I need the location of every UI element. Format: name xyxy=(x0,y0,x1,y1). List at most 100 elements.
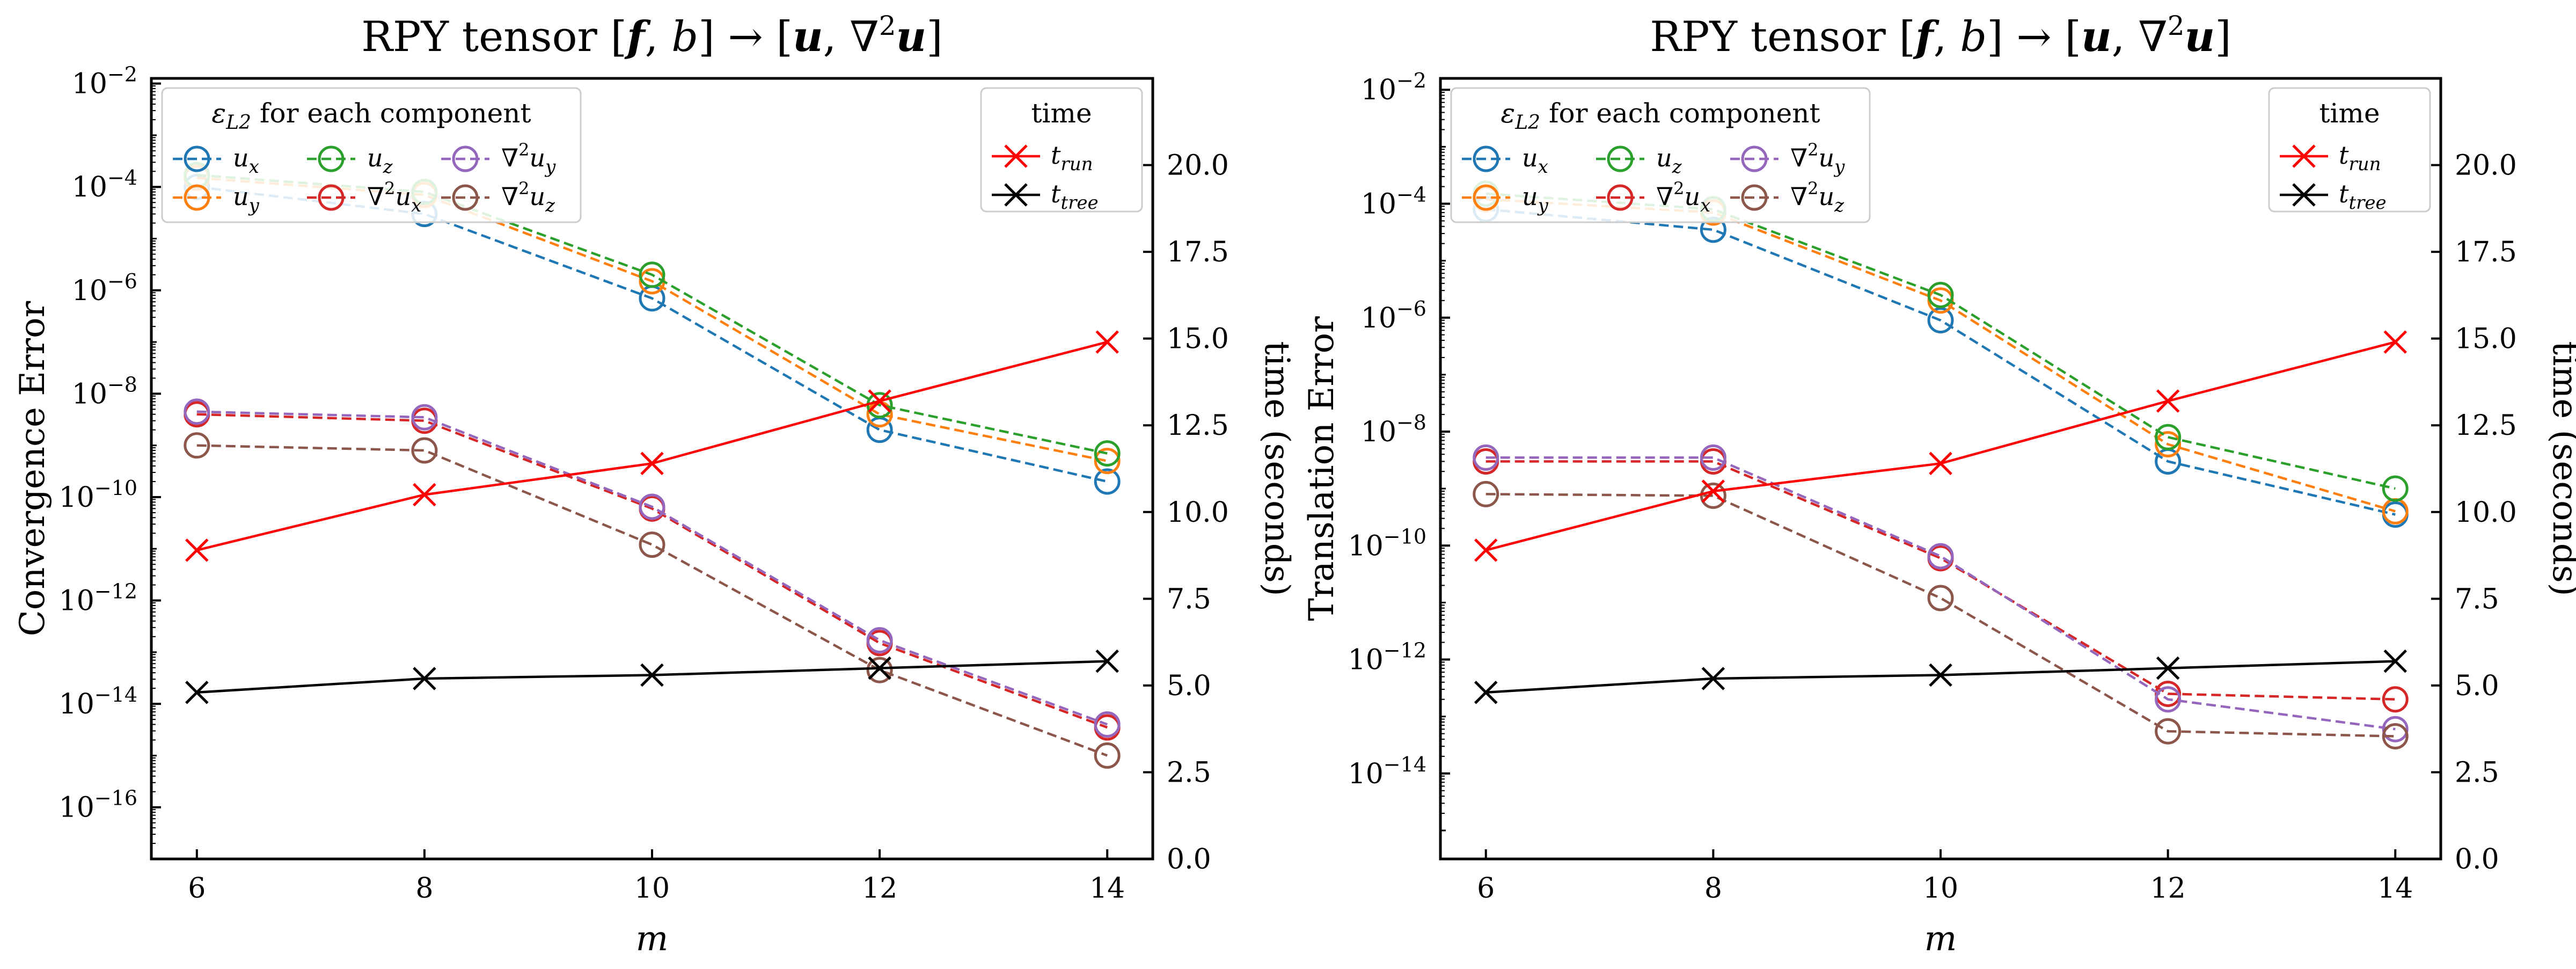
data-point xyxy=(1095,649,1119,673)
legend-label: ux xyxy=(233,143,259,178)
data-point xyxy=(1095,330,1119,354)
legend-label: uy xyxy=(233,182,260,216)
y2-axis-label: time (seconds) xyxy=(2545,341,2576,596)
data-point xyxy=(1927,585,1954,611)
legend-marker xyxy=(318,145,345,172)
y2-tick-label: 20.0 xyxy=(2455,150,2517,182)
series-line xyxy=(1485,460,2396,701)
series-∇²uz xyxy=(1473,480,2409,749)
series-∇²uy xyxy=(184,398,1121,738)
data-point xyxy=(1474,538,1498,562)
x-axis-label: m xyxy=(636,919,669,959)
legend-entry-uy: uy xyxy=(1462,182,1549,216)
data-point xyxy=(868,656,891,680)
series-∇²uy xyxy=(1473,444,2409,742)
series-∇²ux xyxy=(1473,448,2409,713)
data-point xyxy=(1473,444,1499,471)
legend-marker xyxy=(1741,145,1768,172)
error-legend: εL2 for each component ux uy uz∇2ux ∇2uy∇2uz xyxy=(161,87,582,223)
y-axis-label: Convergence Error xyxy=(13,301,53,636)
y2-axis-label: time (seconds) xyxy=(1257,341,1297,596)
x-tick-label: 12 xyxy=(862,872,897,905)
y-tick-label: 10−14 xyxy=(59,683,137,720)
y-tick-label: 10−12 xyxy=(1348,639,1426,676)
error-legend: εL2 for each component ux uy uz∇2ux ∇2uy∇2uz xyxy=(1450,87,1871,223)
legend-frame xyxy=(2268,87,2431,213)
y2-tick-label: 15.0 xyxy=(1167,323,1229,355)
data-point xyxy=(1094,742,1121,769)
series-ttree xyxy=(1474,649,2407,704)
data-point xyxy=(411,404,438,431)
y-tick-label: 10−2 xyxy=(72,63,137,100)
data-point xyxy=(2383,649,2407,673)
legend-marker xyxy=(452,184,479,211)
data-point xyxy=(866,627,893,654)
legend-entry-ux: ux xyxy=(1462,143,1548,178)
data-point xyxy=(1094,468,1121,495)
legend-frame xyxy=(161,87,582,223)
y2-tick-label: 17.5 xyxy=(2455,236,2517,268)
data-point xyxy=(1927,543,1954,570)
y2-tick-label: 17.5 xyxy=(1167,236,1229,268)
chart-panel-1: RPY tensor [f, b] → [u, ∇2u] 6 8 10 12 14 m 10−… xyxy=(13,10,1297,959)
data-point xyxy=(1929,663,1952,687)
data-point xyxy=(2383,330,2407,354)
legend-label: trun xyxy=(2339,141,2381,175)
data-point xyxy=(1927,282,1954,309)
legend-marker xyxy=(1004,144,1028,168)
legend-title: εL2 for each component xyxy=(1501,98,1820,134)
data-point xyxy=(639,493,665,520)
data-point xyxy=(1700,444,1726,471)
data-point xyxy=(2155,718,2182,745)
legend-marker xyxy=(1473,145,1499,172)
y-tick-label: 10−4 xyxy=(72,166,137,203)
legend-label: uz xyxy=(1656,143,1682,178)
chart-title: RPY tensor [f, b] → [u, ∇2u] xyxy=(1650,10,2231,61)
data-point xyxy=(868,389,891,413)
time-legend: time trun ttree xyxy=(980,87,1143,214)
data-point xyxy=(413,667,436,690)
data-point xyxy=(639,531,665,558)
data-point xyxy=(1701,667,1725,690)
data-point xyxy=(1473,480,1499,507)
legend-title: εL2 for each component xyxy=(211,98,531,134)
y-axis-label: Translation Error xyxy=(1302,316,1342,621)
data-point xyxy=(639,261,665,288)
y2-tick-label: 10.0 xyxy=(2455,497,2517,529)
legend-entry-uz: uz xyxy=(1596,143,1682,178)
y-tick-label: 10−4 xyxy=(1361,183,1426,220)
legend-marker xyxy=(1473,184,1499,211)
legend-label: ∇2uy xyxy=(1790,140,1845,178)
data-point xyxy=(2382,716,2409,742)
data-point xyxy=(2156,656,2180,680)
series-line xyxy=(1485,192,2396,490)
data-point xyxy=(184,398,210,425)
legend-label: ttree xyxy=(2339,179,2387,214)
y-tick-label: 10−6 xyxy=(1361,297,1426,334)
legend-label: ttree xyxy=(1051,179,1099,214)
series-trun xyxy=(185,330,1119,562)
series-line xyxy=(1485,340,2396,552)
y-tick-label: 10−12 xyxy=(59,580,137,617)
x-tick-label: 14 xyxy=(1089,872,1125,905)
series-uz xyxy=(1473,180,2409,502)
x-tick-label: 8 xyxy=(415,872,433,905)
legend-marker xyxy=(1004,183,1028,207)
y2-tick-label: 5.0 xyxy=(1167,670,1211,702)
y2-tick-label: 7.5 xyxy=(1167,583,1211,615)
y2-tick-label: 20.0 xyxy=(1167,150,1229,182)
x-tick-label: 14 xyxy=(2377,872,2413,905)
data-point xyxy=(1094,440,1121,467)
legend-title: time xyxy=(1031,98,1092,129)
data-point xyxy=(1701,479,1725,503)
y-tick-label: 10−8 xyxy=(72,373,137,410)
legend-entry-∇²uz: ∇2uz xyxy=(441,178,555,216)
data-point xyxy=(1929,451,1952,476)
legend-frame xyxy=(1450,87,1871,223)
legend-marker xyxy=(1741,184,1768,211)
x-tick-label: 10 xyxy=(634,872,670,905)
legend-marker xyxy=(1607,184,1634,211)
series-∇²uz xyxy=(184,432,1121,769)
